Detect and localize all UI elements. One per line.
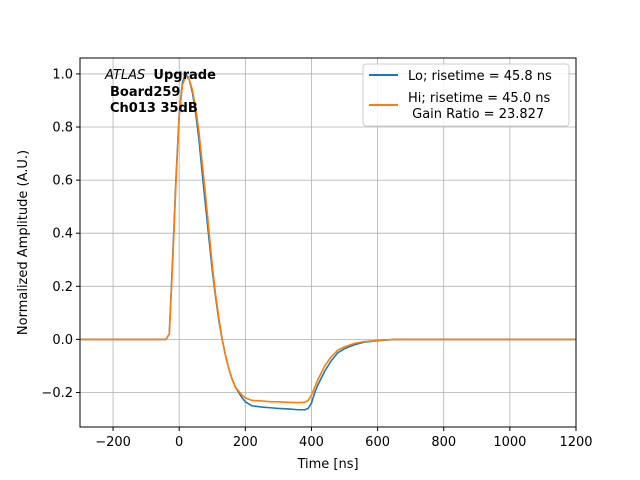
- legend-entry-hi: Hi; risetime = 45.0 ns Gain Ratio = 23.8…: [408, 91, 554, 122]
- annotation-italic: ATLAS: [104, 68, 145, 83]
- annotation-bold: Upgrade: [153, 68, 216, 83]
- x-tick-label: 1200: [559, 435, 592, 450]
- x-tick-label: 400: [299, 435, 324, 450]
- x-tick-label: 800: [431, 435, 456, 450]
- y-tick-label: −0.2: [41, 386, 73, 401]
- y-axis-label: Normalized Amplitude (A.U.): [16, 150, 31, 335]
- legend-box: [362, 63, 570, 127]
- y-tick-label: 0.2: [52, 280, 73, 295]
- x-axis-ticks: −200 0 200 400 600 800 1000 1200: [95, 427, 593, 450]
- x-tick-label: 0: [175, 435, 183, 450]
- series-lines: [80, 73, 576, 411]
- y-tick-label: 0.6: [52, 174, 73, 189]
- x-tick-label: 600: [365, 435, 390, 450]
- series-line-hi: [80, 75, 576, 404]
- legend-entry-lo: Lo; risetime = 45.8 ns: [408, 69, 552, 84]
- annotation-line-3: Ch013 35dB: [110, 101, 198, 116]
- y-axis-ticks: −0.2 0.0 0.2 0.4 0.6 0.8 1.0: [41, 67, 80, 401]
- y-tick-label: 1.0: [52, 67, 73, 82]
- y-tick-label: 0.4: [52, 227, 73, 242]
- legend: Lo; risetime = 45.8 ns Hi; risetime = 45…: [362, 63, 570, 127]
- x-tick-label: 1000: [493, 435, 526, 450]
- legend-entry-hi-line-2: Gain Ratio = 23.827: [408, 107, 544, 122]
- x-tick-label: −200: [95, 435, 131, 450]
- x-axis-label: Time [ns]: [296, 457, 358, 472]
- annotation-line-2: Board259: [110, 85, 180, 100]
- y-tick-label: 0.0: [52, 333, 73, 348]
- annotation-line-1: ATLAS Upgrade: [104, 68, 216, 83]
- plot-frame: [79, 57, 577, 428]
- legend-entry-hi-line-1: Hi; risetime = 45.0 ns: [408, 91, 550, 106]
- y-tick-label: 0.8: [52, 121, 73, 136]
- x-tick-label: 200: [233, 435, 258, 450]
- atlas-annotation: ATLAS Upgrade Board259 Ch013 35dB: [104, 68, 216, 116]
